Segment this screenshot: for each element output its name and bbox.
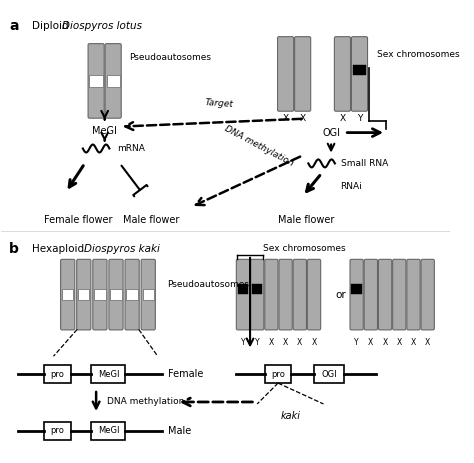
- FancyBboxPatch shape: [141, 259, 155, 330]
- FancyBboxPatch shape: [88, 44, 104, 118]
- Text: X: X: [269, 338, 274, 347]
- Text: Male: Male: [168, 426, 191, 436]
- Text: OGI: OGI: [321, 369, 337, 379]
- FancyBboxPatch shape: [407, 259, 420, 330]
- FancyBboxPatch shape: [125, 259, 139, 330]
- Text: MeGI: MeGI: [98, 426, 119, 435]
- Text: Y: Y: [255, 338, 259, 347]
- Text: Sex chromosomes: Sex chromosomes: [376, 50, 459, 59]
- FancyBboxPatch shape: [307, 259, 320, 330]
- FancyBboxPatch shape: [61, 259, 75, 330]
- FancyBboxPatch shape: [105, 44, 121, 118]
- FancyBboxPatch shape: [364, 259, 377, 330]
- FancyBboxPatch shape: [91, 365, 126, 383]
- Bar: [127, 289, 138, 300]
- FancyBboxPatch shape: [91, 422, 126, 440]
- Bar: [62, 289, 73, 300]
- Text: DNA methylation: DNA methylation: [108, 397, 185, 407]
- Text: Diploid: Diploid: [32, 21, 72, 31]
- Text: mRNA: mRNA: [117, 144, 145, 153]
- Bar: [238, 284, 248, 294]
- Text: OGI: OGI: [322, 128, 340, 138]
- Text: X: X: [411, 338, 416, 347]
- Text: Pseudoautosomes: Pseudoautosomes: [167, 280, 249, 289]
- Text: pro: pro: [271, 369, 285, 379]
- Text: X: X: [311, 338, 317, 347]
- Text: b: b: [9, 242, 19, 256]
- FancyBboxPatch shape: [392, 259, 406, 330]
- FancyBboxPatch shape: [93, 259, 107, 330]
- Text: Pseudoautosomes: Pseudoautosomes: [129, 53, 211, 62]
- Text: Sex chromosomes: Sex chromosomes: [263, 244, 346, 253]
- FancyBboxPatch shape: [44, 365, 71, 383]
- Bar: [143, 289, 154, 300]
- Text: X: X: [397, 338, 402, 347]
- Text: X: X: [283, 114, 289, 123]
- FancyBboxPatch shape: [351, 37, 367, 111]
- Text: Y: Y: [357, 114, 362, 123]
- Text: RNAi: RNAi: [340, 182, 362, 191]
- Text: Y: Y: [241, 338, 245, 347]
- Text: Female: Female: [168, 369, 203, 379]
- FancyBboxPatch shape: [251, 259, 264, 330]
- Text: X: X: [383, 338, 388, 347]
- FancyBboxPatch shape: [421, 259, 434, 330]
- Bar: [90, 75, 103, 87]
- FancyBboxPatch shape: [293, 259, 306, 330]
- Text: X: X: [297, 338, 302, 347]
- Text: Male flower: Male flower: [278, 215, 334, 225]
- Text: Female flower: Female flower: [44, 215, 112, 225]
- FancyBboxPatch shape: [295, 37, 310, 111]
- Text: Diospyros kaki: Diospyros kaki: [84, 244, 160, 254]
- FancyBboxPatch shape: [279, 259, 292, 330]
- Text: X: X: [339, 114, 346, 123]
- FancyBboxPatch shape: [265, 259, 278, 330]
- FancyBboxPatch shape: [44, 422, 71, 440]
- Text: X: X: [368, 338, 374, 347]
- Bar: [78, 289, 90, 300]
- Text: Diospyros lotus: Diospyros lotus: [62, 21, 142, 31]
- Text: Small RNA: Small RNA: [340, 159, 388, 168]
- Text: or: or: [335, 290, 346, 300]
- FancyBboxPatch shape: [334, 37, 350, 111]
- Text: kaki: kaki: [280, 411, 301, 421]
- FancyBboxPatch shape: [350, 259, 363, 330]
- Text: X: X: [300, 114, 306, 123]
- Text: Target: Target: [205, 98, 234, 109]
- FancyBboxPatch shape: [237, 259, 250, 330]
- FancyBboxPatch shape: [378, 259, 392, 330]
- Bar: [94, 289, 106, 300]
- Text: DNA methylation: DNA methylation: [223, 125, 295, 169]
- Text: Y: Y: [355, 338, 359, 347]
- FancyBboxPatch shape: [278, 37, 294, 111]
- Text: pro: pro: [50, 426, 64, 435]
- Text: a: a: [9, 19, 18, 33]
- Text: X: X: [425, 338, 430, 347]
- Text: MeGI: MeGI: [92, 125, 117, 136]
- Bar: [353, 65, 366, 75]
- Text: Hexaploid: Hexaploid: [32, 244, 87, 254]
- Bar: [107, 75, 120, 87]
- Text: MeGI: MeGI: [98, 369, 119, 379]
- Text: X: X: [283, 338, 288, 347]
- FancyBboxPatch shape: [77, 259, 91, 330]
- Text: pro: pro: [50, 369, 64, 379]
- Bar: [252, 284, 263, 294]
- FancyBboxPatch shape: [109, 259, 123, 330]
- Text: Male flower: Male flower: [123, 215, 179, 225]
- FancyBboxPatch shape: [265, 365, 292, 383]
- Bar: [110, 289, 122, 300]
- Bar: [351, 284, 362, 294]
- FancyBboxPatch shape: [314, 365, 344, 383]
